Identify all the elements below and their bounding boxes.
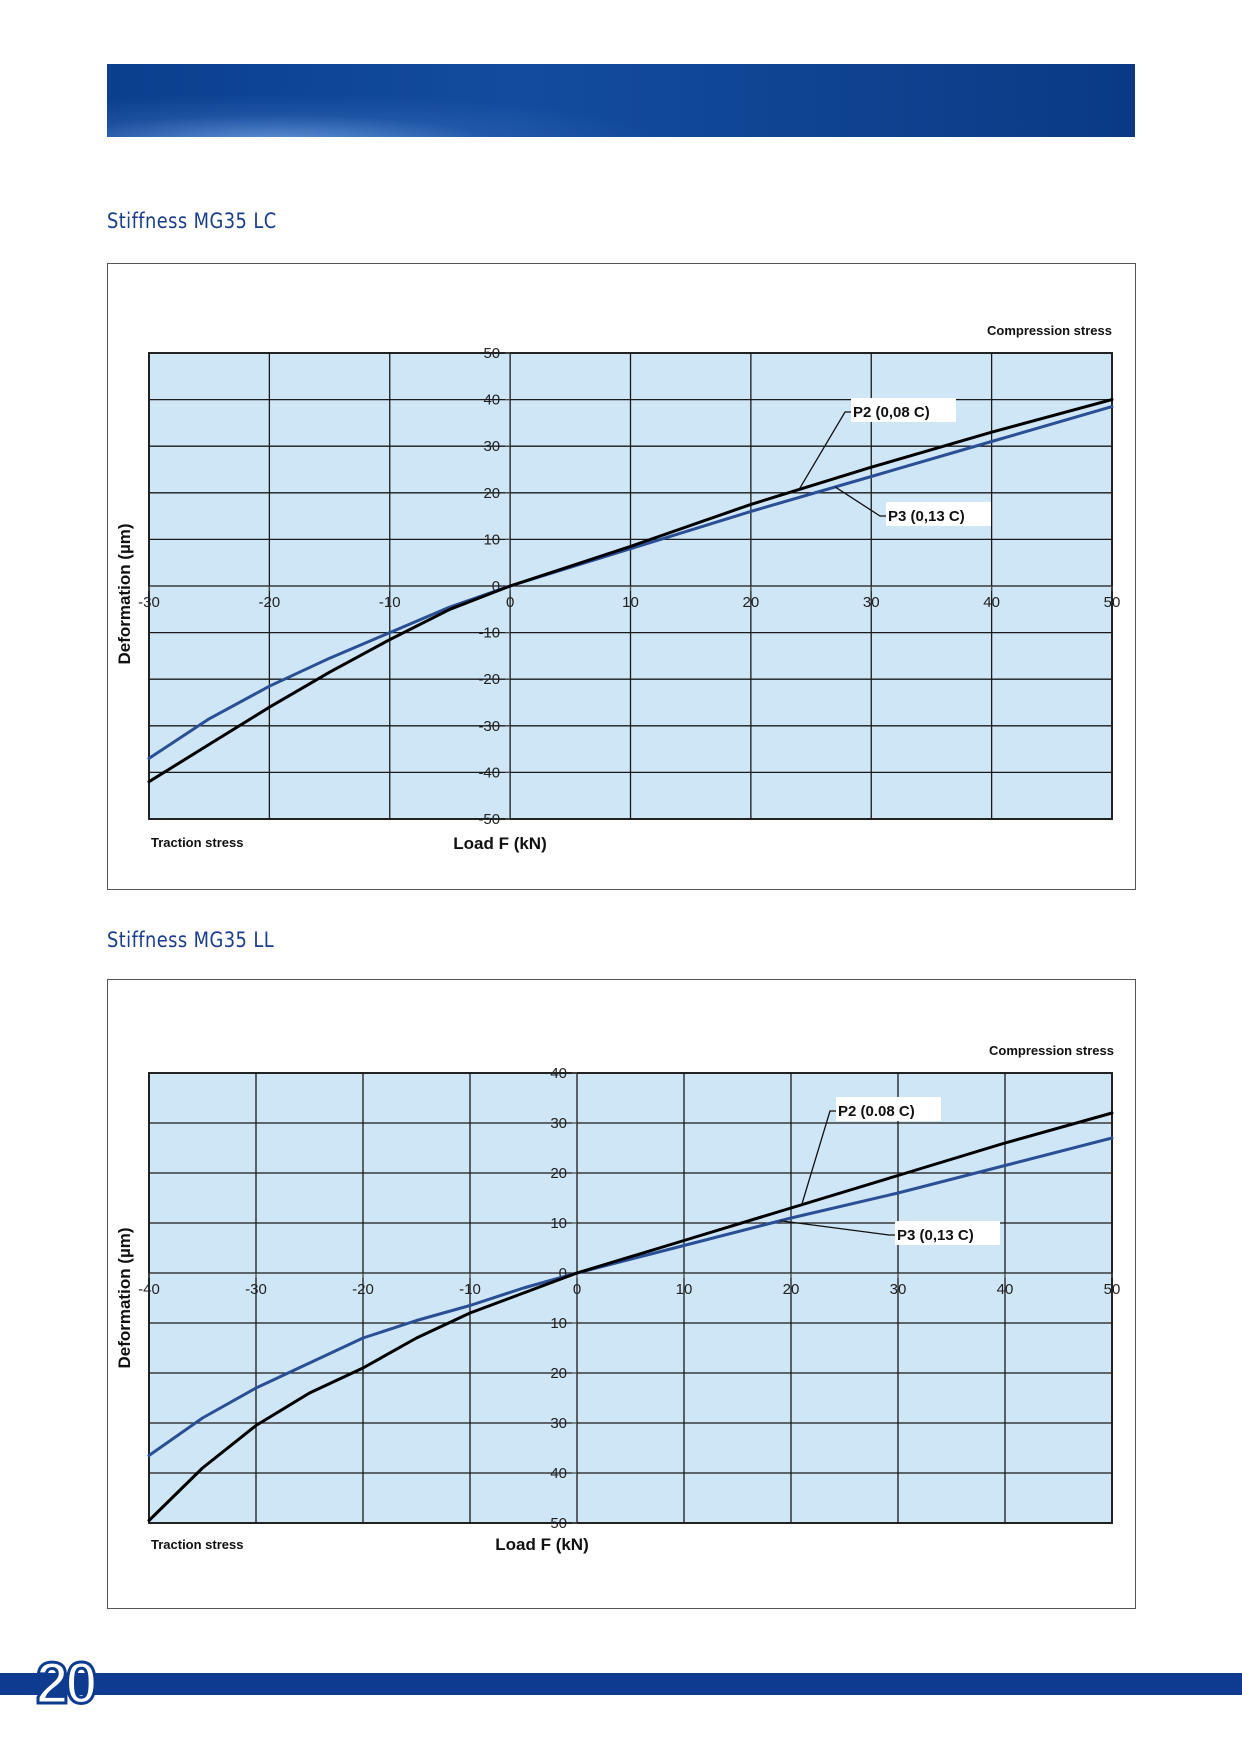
y-tick-label: 20 xyxy=(550,1365,567,1382)
y-tick-label: -20 xyxy=(478,671,500,688)
x-tick-label: -40 xyxy=(138,1281,160,1298)
x-tick-label: 30 xyxy=(863,594,880,611)
y-tick-label: 30 xyxy=(550,1415,567,1432)
x-tick-label: 30 xyxy=(890,1281,907,1298)
x-tick-label: -20 xyxy=(352,1281,374,1298)
series-label: P2 (0.08 C) xyxy=(838,1103,915,1120)
y-tick-label: 20 xyxy=(550,1165,567,1182)
x-tick-label: 0 xyxy=(506,594,514,611)
y-tick-label: -40 xyxy=(478,764,500,781)
y-tick-label: 0 xyxy=(559,1265,567,1282)
series-label: P3 (0,13 C) xyxy=(897,1227,974,1244)
y-tick-label: 40 xyxy=(550,1065,567,1082)
chart-ll: -40 -30 -20 -10 0 10 20 30 40 50 40 30 20 10 0 10 20 30 40… xyxy=(115,1043,1121,1554)
series-label: P2 (0,08 C) xyxy=(853,404,930,421)
compression-stress-label: Compression stress xyxy=(987,323,1112,338)
y-tick-label: 20 xyxy=(483,485,500,502)
x-tick-label: 40 xyxy=(983,594,1000,611)
y-tick-label: -50 xyxy=(478,811,500,828)
x-tick-label: 20 xyxy=(743,594,760,611)
series-line-p2 xyxy=(147,398,1114,784)
callout-box xyxy=(886,502,991,526)
x-tick-label: -30 xyxy=(138,594,160,611)
callout-box xyxy=(836,1097,941,1121)
x-axis-label: Load F (kN) xyxy=(495,1535,589,1554)
x-tick-label: 50 xyxy=(1104,594,1121,611)
series-line-p3 xyxy=(147,1136,1114,1457)
banner-sheen xyxy=(107,94,667,137)
x-tick-label: -20 xyxy=(259,594,281,611)
y-tick-label: 10 xyxy=(550,1215,567,1232)
x-tick-label: 40 xyxy=(997,1281,1014,1298)
y-tick-label: 10 xyxy=(550,1315,567,1332)
footer-bar xyxy=(0,1673,1242,1695)
header-banner xyxy=(107,64,1135,137)
traction-stress-label: Traction stress xyxy=(151,1537,244,1552)
y-axis-label: Deformation (µm) xyxy=(115,1227,134,1368)
callout-box xyxy=(851,398,956,422)
callout-leader xyxy=(801,1110,836,1205)
section-title-ll: Stiffness MG35 LL xyxy=(107,928,275,952)
x-tick-label: 50 xyxy=(1104,1281,1121,1298)
x-tick-label: -10 xyxy=(459,1281,481,1298)
x-tick-label: -10 xyxy=(379,594,401,611)
section-title-lc: Stiffness MG35 LC xyxy=(107,209,277,233)
plot-area xyxy=(148,1072,1113,1524)
chart-lc: -30 -20 -10 0 10 20 30 40 50 50 40 30 20 10 0 -10 -20 -30… xyxy=(115,323,1121,853)
callout-box xyxy=(895,1221,1000,1245)
y-tick-label: 10 xyxy=(483,531,500,548)
x-axis-label: Load F (kN) xyxy=(453,834,547,853)
chart-frame-ll: -40 -30 -20 -10 0 10 20 30 40 50 40 30 20 10 0 10 20 30 40… xyxy=(107,979,1136,1609)
y-tick-label: 0 xyxy=(492,578,500,595)
traction-stress-label: Traction stress xyxy=(151,835,244,850)
callout-leader xyxy=(780,1220,895,1236)
chart-frame-lc: -30 -20 -10 0 10 20 30 40 50 50 40 30 20 10 0 -10 -20 -30… xyxy=(107,263,1136,890)
y-tick-label: 40 xyxy=(550,1465,567,1482)
x-tick-label: 20 xyxy=(783,1281,800,1298)
y-axis-label: Deformation (µm) xyxy=(115,523,134,664)
y-tick-label: -30 xyxy=(478,718,500,735)
y-tick-label: 30 xyxy=(483,438,500,455)
y-tick-label: 50 xyxy=(483,345,500,362)
y-tick-label: -10 xyxy=(478,625,500,642)
x-tick-label: 10 xyxy=(676,1281,693,1298)
callout-leader xyxy=(834,486,886,517)
page-number: 20 xyxy=(35,1651,99,1716)
series-line-p2 xyxy=(147,1111,1114,1522)
compression-stress-label: Compression stress xyxy=(989,1043,1114,1058)
y-tick-label: 40 xyxy=(483,392,500,409)
x-tick-label: 0 xyxy=(573,1281,581,1298)
y-tick-label: 30 xyxy=(550,1115,567,1132)
callout-leader xyxy=(798,411,851,490)
x-tick-label: 10 xyxy=(622,594,639,611)
series-label: P3 (0,13 C) xyxy=(888,508,965,525)
y-tick-label: 50 xyxy=(550,1515,567,1532)
x-tick-label: -30 xyxy=(245,1281,267,1298)
